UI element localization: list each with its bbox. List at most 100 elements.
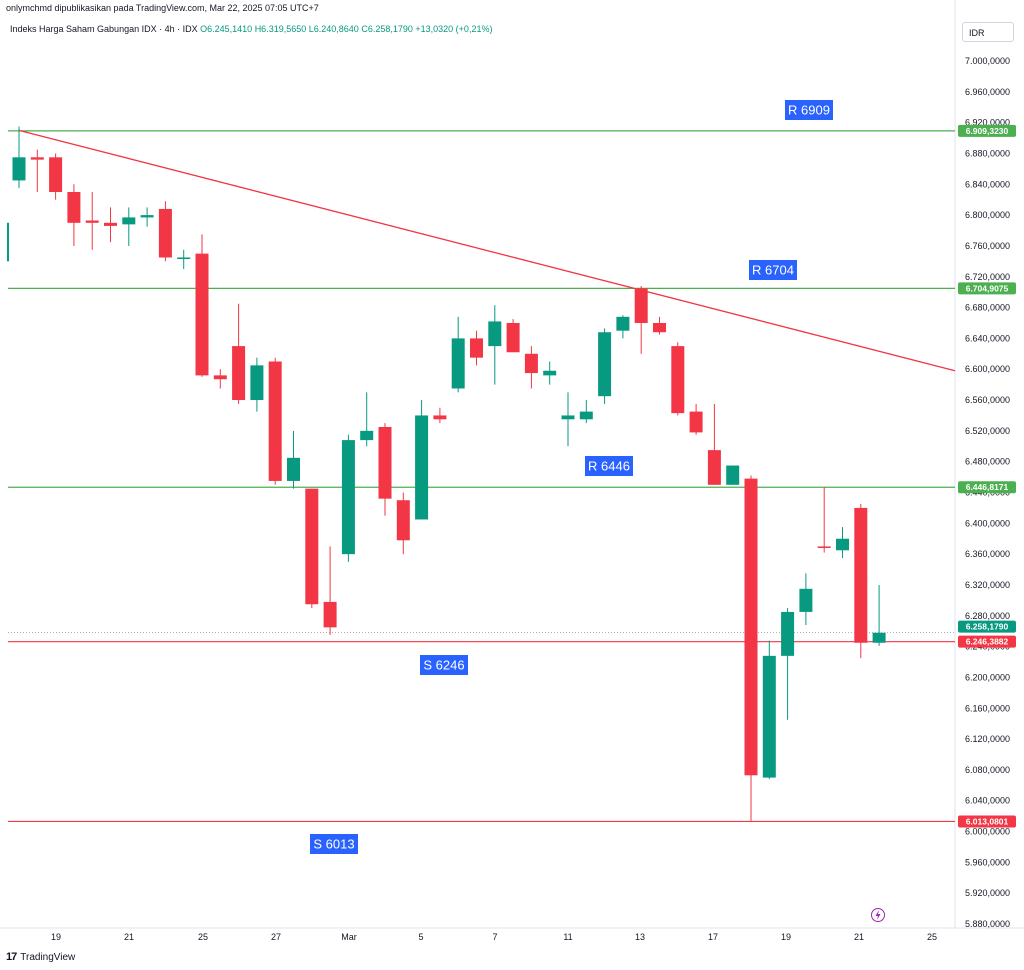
y-tick-label: 6.120,0000	[965, 734, 1010, 744]
x-tick-label: 27	[271, 932, 281, 942]
level-label-box	[310, 834, 358, 854]
candle-body	[598, 332, 612, 397]
lightning-icon-bolt	[875, 910, 881, 920]
candle-body	[415, 415, 429, 520]
level-label-2: R 6446	[585, 456, 633, 476]
candle-body	[341, 440, 355, 555]
candle-43	[799, 573, 813, 626]
candle-46	[854, 504, 868, 659]
candle-42	[781, 608, 795, 720]
candle-body	[579, 411, 593, 420]
candle-4	[85, 191, 99, 250]
candle-44	[817, 487, 831, 553]
brand-name: TradingView	[20, 951, 76, 963]
candle-body	[213, 375, 227, 380]
level-label-text: R 6446	[588, 459, 630, 474]
candle-38	[707, 403, 721, 485]
candle-body	[488, 321, 502, 347]
x-tick-label: 17	[708, 932, 718, 942]
price-tag-box	[958, 481, 1016, 494]
price-tag-box	[958, 620, 1016, 633]
y-tick-label: 5.880,0000	[965, 919, 1010, 929]
y-tick-label: 5.960,0000	[965, 857, 1010, 867]
candle-7	[140, 207, 154, 227]
candle-body	[177, 257, 191, 259]
candle-33	[616, 315, 630, 339]
y-tick-label: 6.160,0000	[965, 703, 1010, 713]
candle-body	[616, 316, 630, 331]
candle-3	[67, 184, 81, 246]
candle-body	[854, 507, 868, 643]
candle-35	[653, 316, 666, 335]
candle-19	[360, 392, 374, 447]
candle-body	[561, 415, 575, 420]
y-tick-label: 6.720,0000	[965, 272, 1010, 282]
level-label-text: S 6013	[313, 837, 354, 852]
candle-20	[378, 423, 392, 516]
candle-30	[561, 392, 575, 447]
footer-brand: 17 TradingView	[6, 951, 75, 963]
y-tick-label: 6.280,0000	[965, 611, 1010, 621]
candle-body	[634, 288, 648, 323]
level-label-3: S 6246	[420, 655, 468, 675]
low-value: L6.240,8640	[308, 24, 359, 34]
candle-body	[836, 538, 849, 551]
ohlc-legend: Indeks Harga Saham Gabungan IDX · 4h · I…	[10, 24, 492, 34]
x-tick-label: 21	[854, 932, 864, 942]
y-tick-label: 6.320,0000	[965, 580, 1010, 590]
candle-15	[287, 430, 300, 489]
x-tick-label: 11	[563, 932, 572, 942]
x-tick-label: 19	[51, 932, 61, 942]
candle-10	[195, 234, 209, 377]
y-tick-label: 6.040,0000	[965, 796, 1010, 806]
x-tick-label: 21	[124, 932, 134, 942]
candle-21	[396, 492, 410, 555]
high-value: H6.319,5650	[254, 24, 307, 34]
candle-body	[104, 222, 117, 226]
candle-16	[305, 488, 319, 609]
candle-body	[726, 465, 740, 485]
price-tag-text: 6.446,8171	[966, 482, 1009, 492]
candle-13	[250, 357, 264, 412]
candle-39	[726, 465, 740, 485]
candle-14	[268, 357, 282, 485]
price-tag-box	[958, 282, 1016, 295]
y-tick-label: 6.840,0000	[965, 179, 1010, 189]
y-tick-label: 5.920,0000	[965, 888, 1010, 898]
y-tick-label: 6.880,0000	[965, 148, 1010, 158]
candle-body	[707, 450, 721, 485]
price-tag-text: 6.258,1790	[966, 622, 1009, 632]
y-tick-label: 6.680,0000	[965, 303, 1010, 313]
candle-body	[49, 157, 63, 192]
candle-41	[762, 640, 776, 780]
candle-17	[323, 546, 337, 636]
level-label-box	[420, 655, 468, 675]
candle-34	[634, 285, 648, 354]
x-tick-label: 5	[418, 932, 423, 942]
lightning-icon-circle	[871, 908, 885, 922]
candle-body	[268, 361, 282, 481]
lightning-icon[interactable]	[871, 908, 885, 922]
y-tick-label: 6.640,0000	[965, 333, 1010, 343]
y-tick-label: 6.560,0000	[965, 395, 1010, 405]
candle-body	[85, 220, 99, 223]
candle-body	[470, 338, 483, 358]
level-price-tag-3: 6.246,3882	[958, 635, 1016, 648]
candle-body	[451, 338, 465, 389]
level-price-tag-0: 6.909,3230	[958, 124, 1016, 137]
candle-body	[817, 546, 831, 548]
candle-body	[12, 157, 26, 181]
candle-23	[433, 407, 447, 424]
level-label-1: R 6704	[749, 260, 797, 280]
candle-6	[122, 207, 136, 246]
currency-selector[interactable]: IDR	[962, 22, 1014, 42]
candle-body	[378, 427, 392, 499]
candle-body	[762, 655, 776, 778]
y-tick-label: 6.920,0000	[965, 118, 1010, 128]
candle-body	[195, 253, 209, 376]
candle-32	[598, 328, 612, 404]
level-price-tag-2: 6.446,8171	[958, 481, 1016, 494]
level-price-tag-1: 6.704,9075	[958, 282, 1016, 295]
y-tick-label: 7.000,0000	[965, 56, 1010, 66]
